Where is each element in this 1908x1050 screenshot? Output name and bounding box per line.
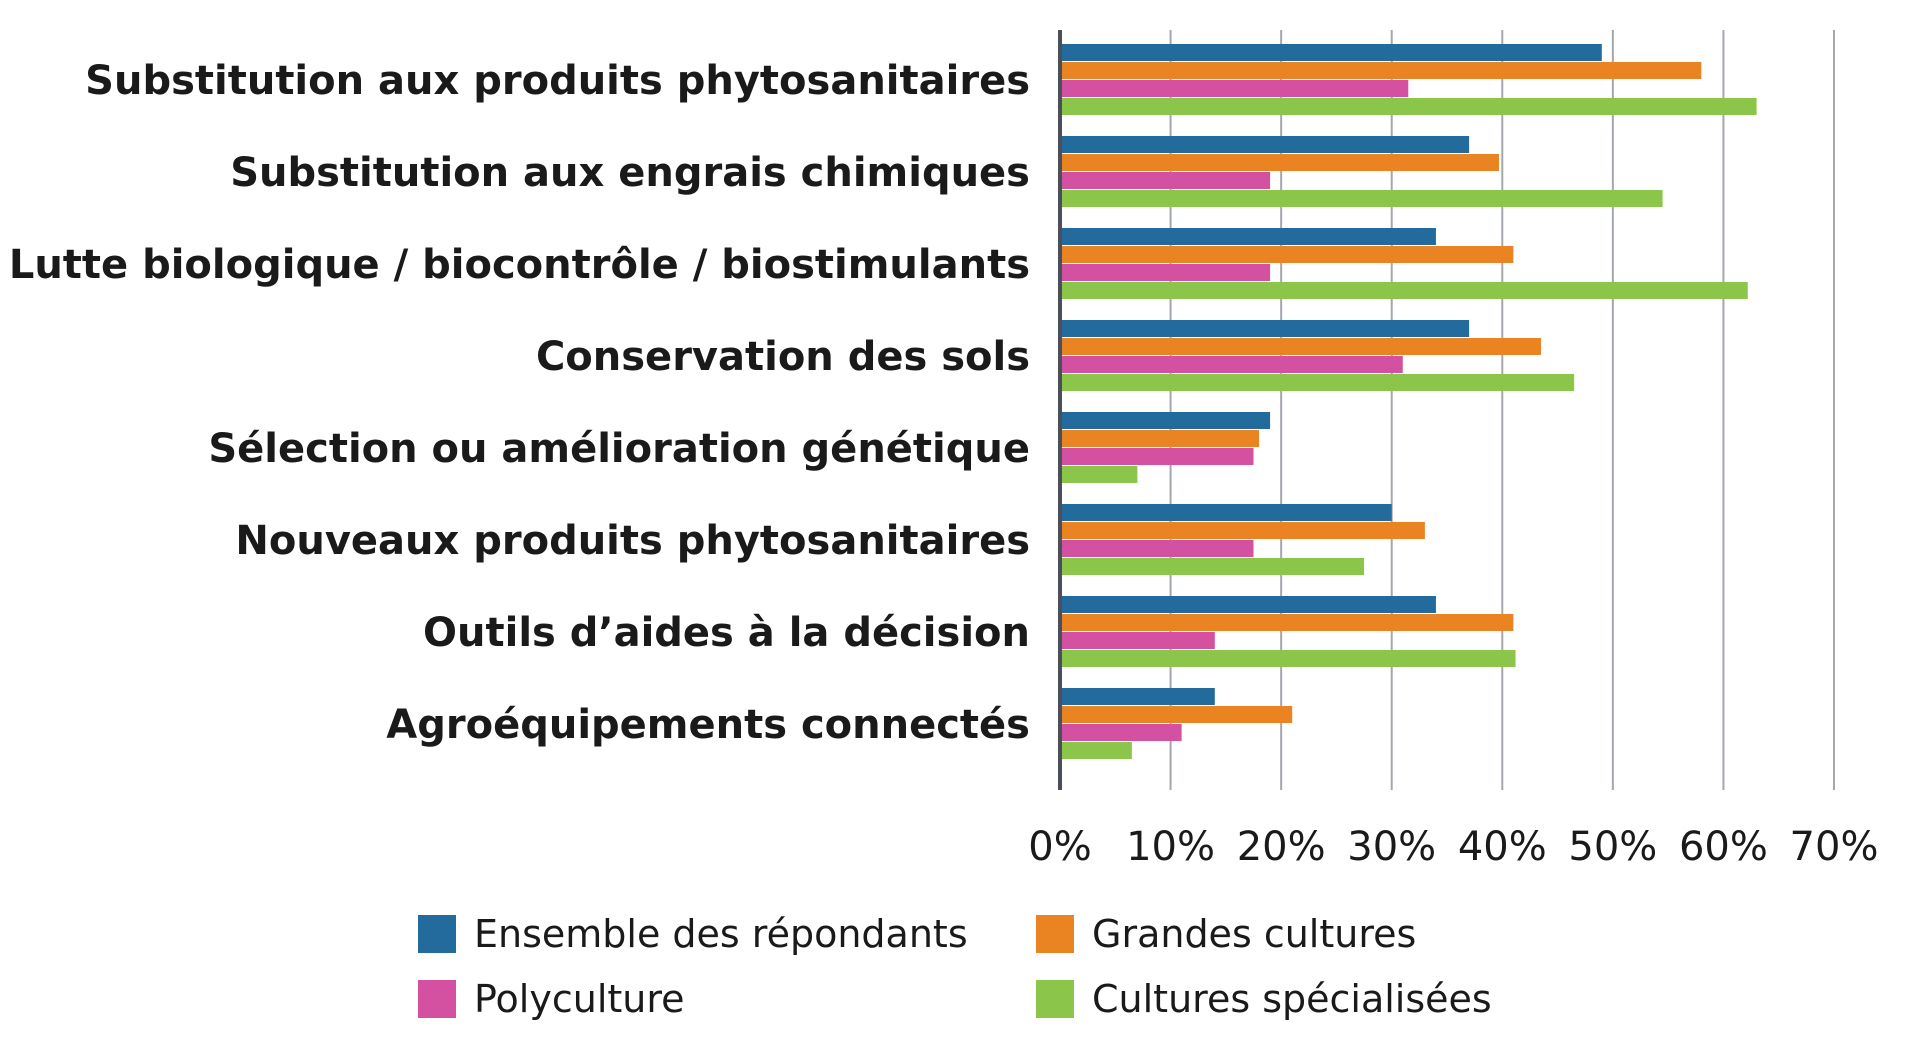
bar xyxy=(1062,412,1271,429)
bar xyxy=(1062,62,1702,79)
bar xyxy=(1062,504,1392,521)
legend-label: Grandes cultures xyxy=(1092,912,1416,956)
x-tick-label: 60% xyxy=(1679,824,1768,870)
x-tick-label: 10% xyxy=(1126,824,1215,870)
bar xyxy=(1062,264,1271,281)
bar xyxy=(1062,688,1215,705)
bar xyxy=(1062,320,1470,337)
bar xyxy=(1062,374,1575,391)
legend-label: Cultures spécialisées xyxy=(1092,977,1492,1021)
legend: Ensemble des répondants Grandes cultures P… xyxy=(418,912,1492,1021)
category-label: Nouveaux produits phytosanitaires xyxy=(235,518,1030,564)
legend-swatch xyxy=(1036,980,1074,1018)
bar xyxy=(1062,136,1470,153)
bar xyxy=(1062,98,1757,115)
x-tick-labels: 0% 10% 20% 30% 40% 50% 60% 70% xyxy=(1028,824,1878,870)
bar xyxy=(1062,172,1271,189)
bar xyxy=(1062,540,1254,557)
bar xyxy=(1062,80,1409,97)
category-label: Conservation des sols xyxy=(536,334,1030,380)
x-tick-label: 20% xyxy=(1237,824,1326,870)
bar xyxy=(1062,448,1254,465)
category-label: Substitution aux produits phytosanitaire… xyxy=(85,58,1030,104)
bar xyxy=(1062,724,1182,741)
legend-swatch xyxy=(1036,915,1074,953)
x-tick-label: 40% xyxy=(1458,824,1547,870)
category-label: Substitution aux engrais chimiques xyxy=(230,150,1030,196)
x-tick-label: 0% xyxy=(1028,824,1091,870)
bar xyxy=(1062,650,1516,667)
x-tick-label: 70% xyxy=(1790,824,1879,870)
bar xyxy=(1062,632,1215,649)
bars xyxy=(1062,44,1757,759)
bar xyxy=(1062,596,1436,613)
bar xyxy=(1062,246,1514,263)
bar xyxy=(1062,190,1663,207)
category-label: Sélection ou amélioration génétique xyxy=(208,426,1030,472)
bar xyxy=(1062,466,1138,483)
bar xyxy=(1062,706,1293,723)
bar xyxy=(1062,154,1499,171)
legend-swatch xyxy=(418,980,456,1018)
legend-label: Polyculture xyxy=(474,977,685,1021)
x-tick-label: 30% xyxy=(1347,824,1436,870)
bar xyxy=(1062,614,1514,631)
bar xyxy=(1062,282,1748,299)
bar xyxy=(1062,44,1602,61)
legend-label: Ensemble des répondants xyxy=(474,912,968,956)
legend-swatch xyxy=(418,915,456,953)
bar xyxy=(1062,338,1541,355)
bar xyxy=(1062,430,1260,447)
bar xyxy=(1062,356,1403,373)
bar xyxy=(1062,558,1365,575)
category-label: Agroéquipements connectés xyxy=(386,702,1030,748)
category-label: Outils d’aides à la décision xyxy=(423,610,1030,656)
category-labels: Substitution aux produits phytosanitaire… xyxy=(9,58,1030,748)
category-label: Lutte biologique / biocontrôle / biostim… xyxy=(9,242,1030,288)
x-tick-label: 50% xyxy=(1568,824,1657,870)
bar xyxy=(1062,522,1425,539)
bar xyxy=(1062,228,1436,245)
bar xyxy=(1062,742,1132,759)
